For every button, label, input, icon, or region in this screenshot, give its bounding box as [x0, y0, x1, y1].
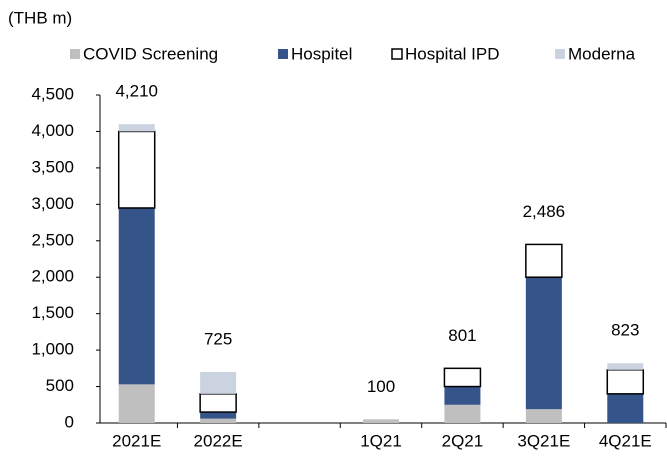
bar-segment — [444, 404, 481, 423]
bar-segment — [363, 419, 399, 423]
bar-segment — [525, 409, 562, 423]
y-tick-label: 500 — [46, 376, 74, 395]
bar-segment — [200, 371, 237, 394]
legend-swatch — [555, 49, 565, 59]
y-tick-label: 2,500 — [31, 230, 74, 249]
legend-label: Hospitel — [291, 44, 352, 63]
y-tick-label: 0 — [65, 412, 74, 431]
bar-segment — [118, 207, 155, 385]
bar-segment — [607, 393, 644, 423]
bar-segment — [607, 363, 644, 370]
legend-label: Hospital IPD — [405, 44, 499, 63]
total-label: 801 — [448, 326, 476, 345]
x-tick-label: 2021E — [112, 431, 161, 450]
x-tick-label: 2022E — [194, 431, 243, 450]
y-tick-label: 3,500 — [31, 157, 74, 176]
bar-segment — [118, 124, 155, 132]
x-tick-label: 2Q21 — [442, 431, 484, 450]
x-tick-label: 4Q21E — [599, 431, 652, 450]
y-tick-label: 4,000 — [31, 121, 74, 140]
bar-segment — [444, 386, 481, 405]
bar-segment — [199, 393, 237, 413]
bar-segment — [200, 418, 237, 423]
y-tick-label: 1,000 — [31, 340, 74, 359]
total-label: 725 — [204, 329, 232, 348]
bar-segment — [117, 130, 156, 209]
bar-segment — [443, 367, 482, 388]
total-label: 100 — [367, 377, 395, 396]
bar-segment — [118, 384, 155, 423]
unit-label: (THB m) — [8, 8, 72, 27]
bar-segment — [525, 243, 563, 278]
legend-label: Moderna — [568, 44, 636, 63]
total-label: 823 — [611, 321, 639, 340]
legend-swatch — [278, 49, 288, 59]
y-tick-label: 2,000 — [31, 267, 74, 286]
bar-segment — [200, 412, 237, 419]
total-label: 4,210 — [115, 82, 158, 101]
x-tick-label: 1Q21 — [360, 431, 402, 450]
x-tick-label: 3Q21E — [517, 431, 570, 450]
y-tick-label: 3,000 — [31, 194, 74, 213]
legend-swatch — [70, 49, 80, 59]
total-label: 2,486 — [523, 202, 566, 221]
legend-swatch — [391, 48, 403, 60]
bar-segment — [606, 369, 645, 395]
y-tick-label: 4,500 — [31, 84, 74, 103]
bar-segment — [525, 277, 562, 410]
legend-label: COVID Screening — [83, 44, 218, 63]
y-tick-label: 1,500 — [31, 303, 74, 322]
